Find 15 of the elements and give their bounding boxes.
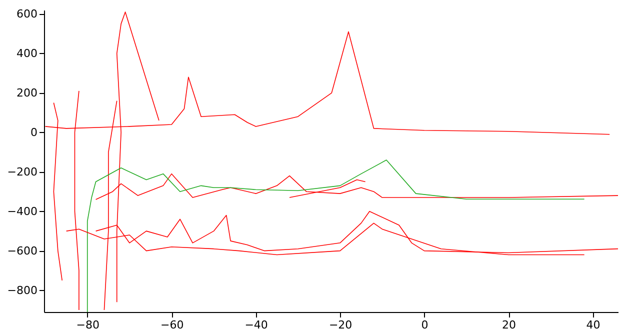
y-tick-label: 0	[30, 126, 38, 139]
x-tick-label: −20	[328, 318, 352, 332]
y-tick-label: 600	[16, 7, 38, 20]
x-tick-label: −60	[160, 318, 184, 332]
x-tick-label: 0	[421, 318, 428, 332]
x-tick-label: 40	[586, 318, 600, 332]
y-tick-label: −800	[7, 284, 38, 297]
y-tick-label: 400	[16, 46, 38, 60]
y-tick-label: 200	[16, 86, 38, 100]
y-tick-label: −200	[7, 165, 38, 178]
y-tick-label: −600	[7, 244, 38, 258]
x-tick-label: −80	[76, 318, 100, 332]
x-tick-label: 20	[502, 318, 516, 332]
x-tick-label: −40	[244, 318, 268, 332]
y-tick-label: −400	[7, 204, 38, 218]
